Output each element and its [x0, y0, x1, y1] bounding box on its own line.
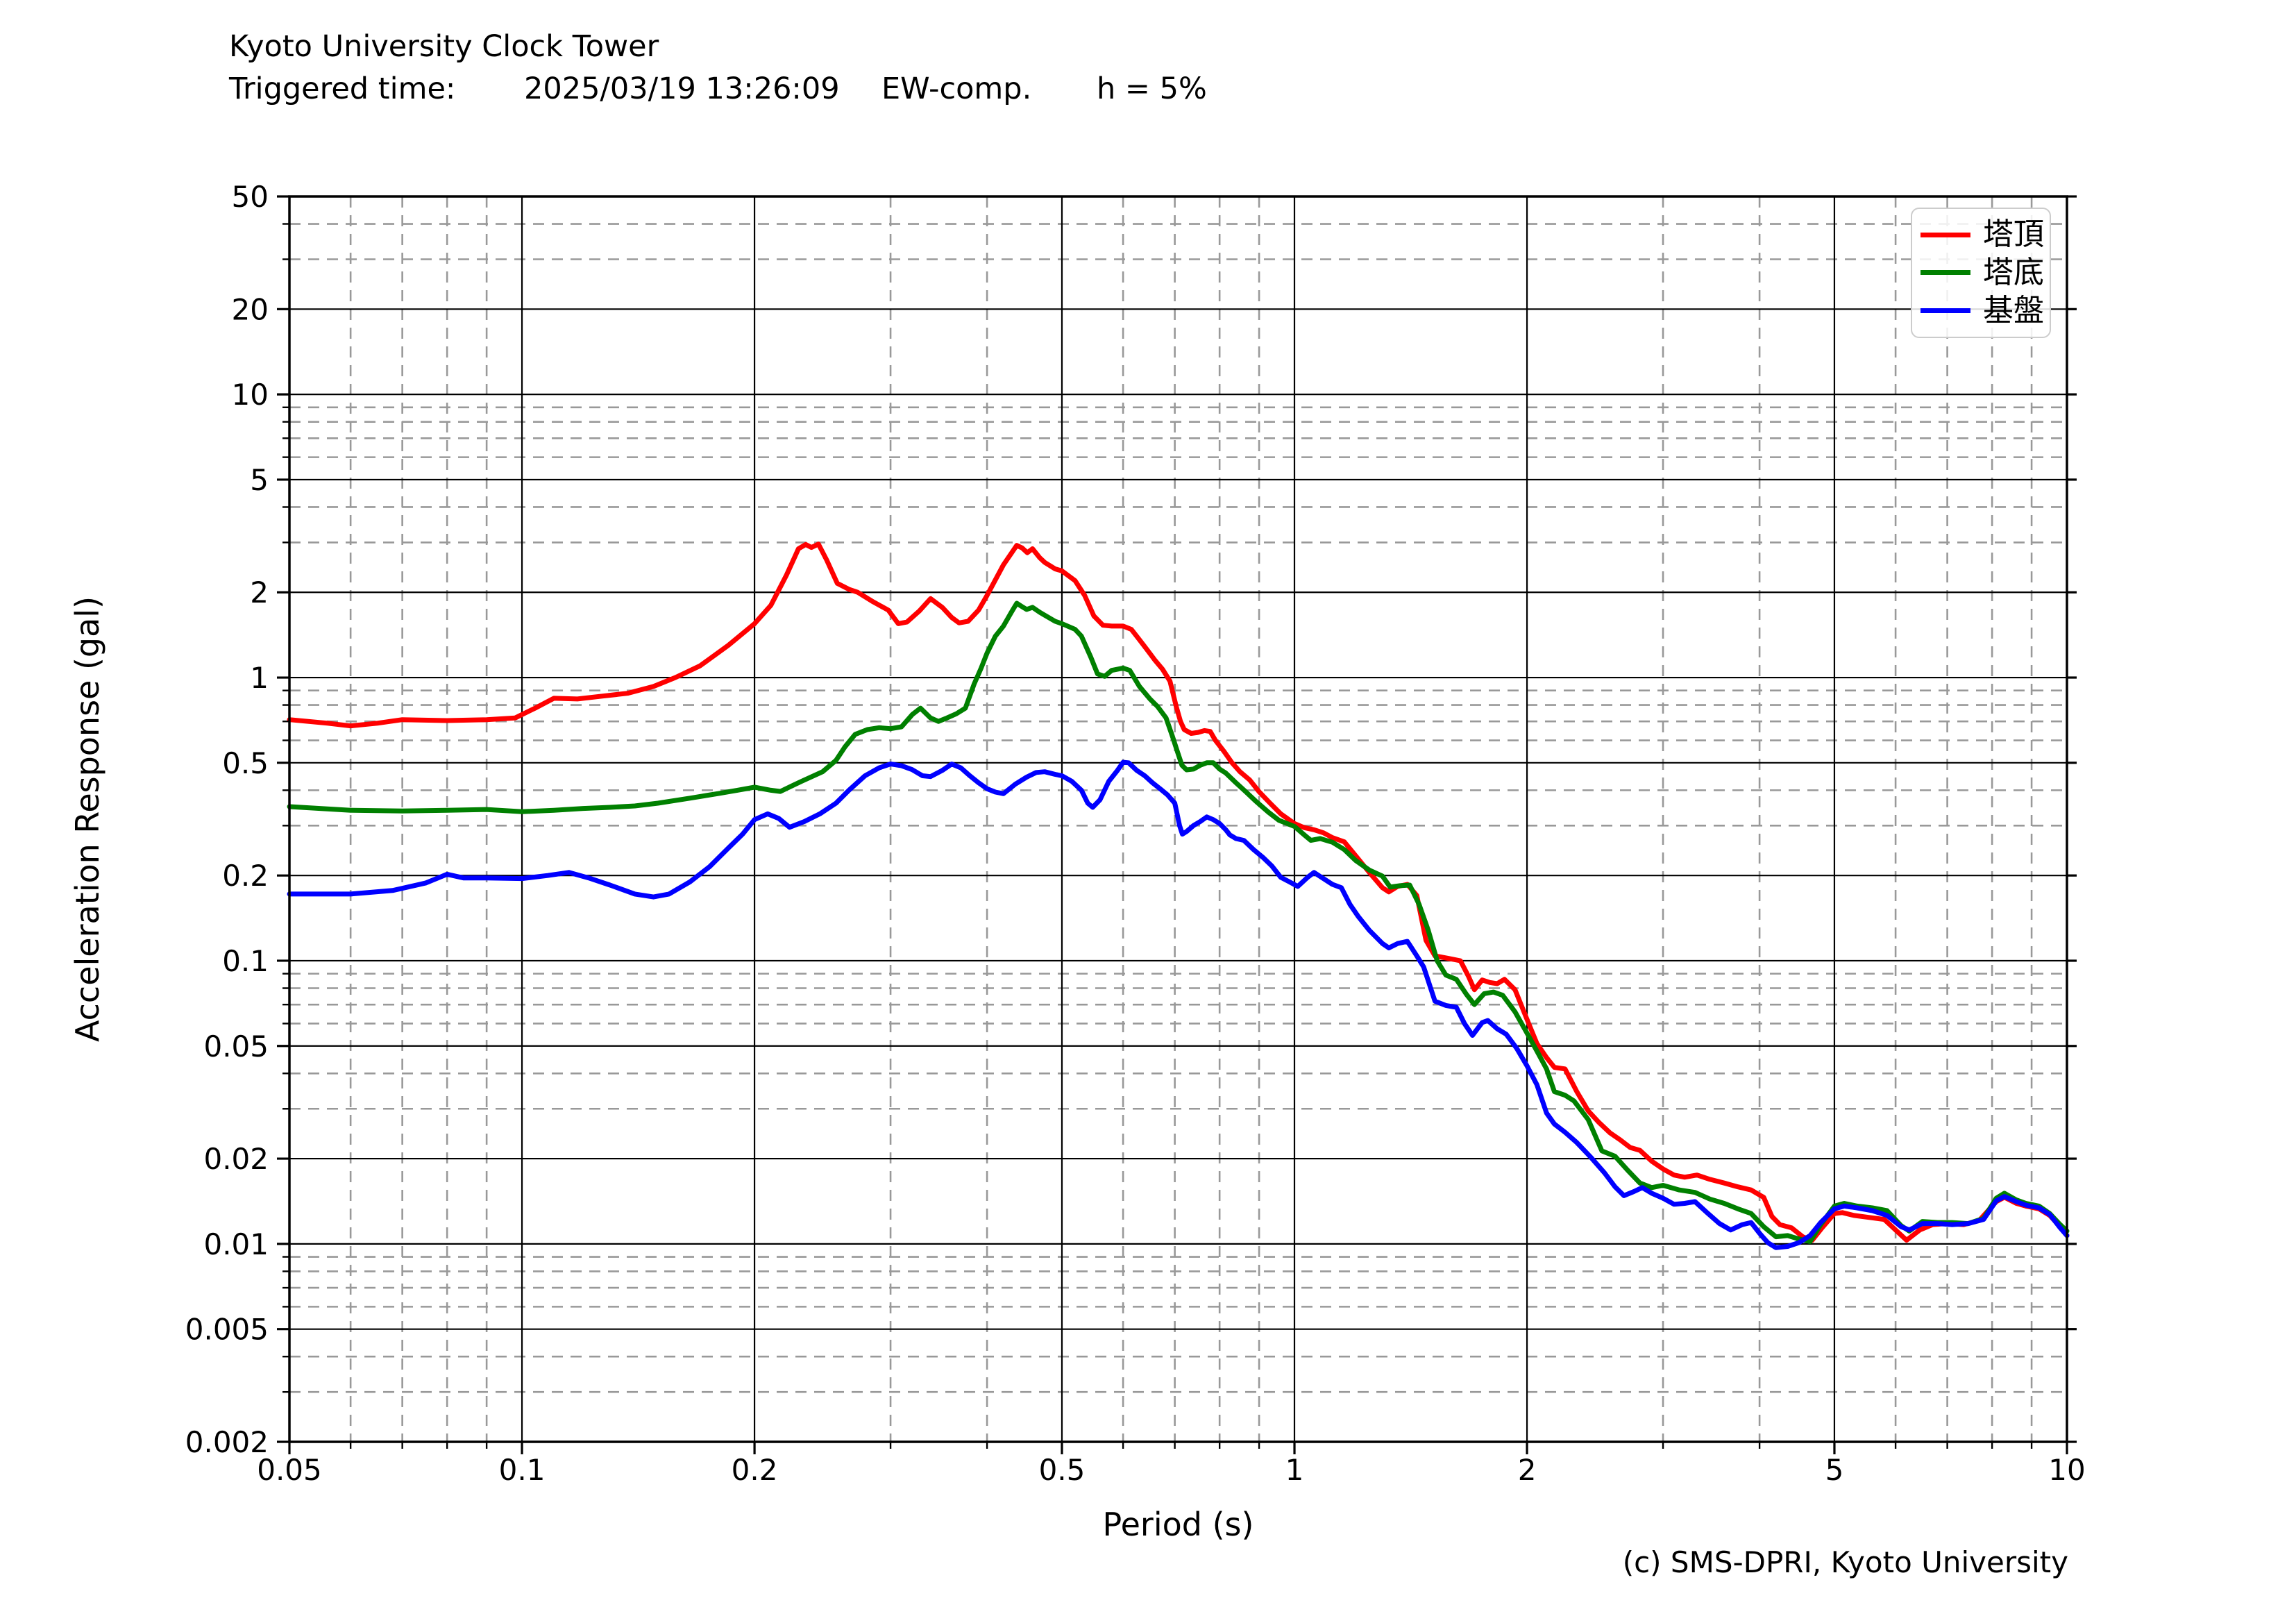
y-tick-label: 10 [232, 378, 269, 412]
legend: 塔頂 塔底 基盤 [1911, 208, 2051, 338]
legend-label: 塔頂 [1983, 217, 2044, 253]
legend-line-sample [1921, 270, 1970, 276]
copyright-credit: (c) SMS-DPRI, Kyoto University [1622, 1545, 2068, 1579]
legend-line-sample [1921, 308, 1970, 314]
x-tick-label: 10 [2048, 1453, 2085, 1487]
x-axis-label: Period (s) [1103, 1506, 1254, 1543]
damping-label: h = 5% [1097, 72, 1207, 106]
legend-line-sample [1921, 232, 1970, 237]
x-tick-label: 0.2 [732, 1453, 778, 1487]
y-tick-label: 0.01 [203, 1227, 269, 1261]
y-tick-label: 0.1 [222, 944, 269, 978]
series-line-2 [287, 600, 2070, 1244]
page-title: Kyoto University Clock Tower [229, 29, 659, 64]
triggered-time-label: Triggered time: [229, 72, 456, 106]
series-line-1 [287, 541, 2070, 1243]
x-tick-label: 2 [1518, 1453, 1537, 1487]
series-line-3 [287, 759, 2070, 1250]
x-tick-label: 5 [1825, 1453, 1844, 1487]
y-tick-label: 50 [232, 180, 269, 214]
y-tick-label: 20 [232, 292, 269, 326]
legend-entry-2: 塔底 [1921, 254, 2050, 290]
x-tick-label: 0.5 [1039, 1453, 1086, 1487]
x-tick-label: 0.1 [499, 1453, 546, 1487]
y-tick-label: 0.005 [185, 1313, 269, 1347]
y-tick-label: 2 [250, 575, 269, 609]
y-tick-label: 5 [250, 463, 269, 497]
y-tick-label: 0.5 [222, 746, 269, 780]
legend-label: 塔底 [1983, 254, 2044, 290]
x-tick-label: 0.05 [257, 1453, 322, 1487]
legend-entry-1: 塔頂 [1921, 219, 2050, 250]
y-axis-label: Acceleration Response (gal) [69, 596, 106, 1042]
y-tick-label: 1 [250, 661, 269, 695]
y-tick-label: 0.05 [203, 1029, 269, 1063]
y-tick-label: 0.002 [185, 1425, 269, 1459]
component-label: EW-comp. [881, 72, 1032, 106]
legend-label: 基盤 [1983, 292, 2044, 328]
plot-frame [288, 195, 2068, 1443]
y-tick-label: 0.2 [222, 859, 269, 893]
y-tick-label: 0.02 [203, 1142, 269, 1176]
x-tick-label: 1 [1285, 1453, 1304, 1487]
legend-entry-3: 基盤 [1921, 292, 2050, 328]
triggered-time-value: 2025/03/19 13:26:09 [524, 72, 840, 106]
